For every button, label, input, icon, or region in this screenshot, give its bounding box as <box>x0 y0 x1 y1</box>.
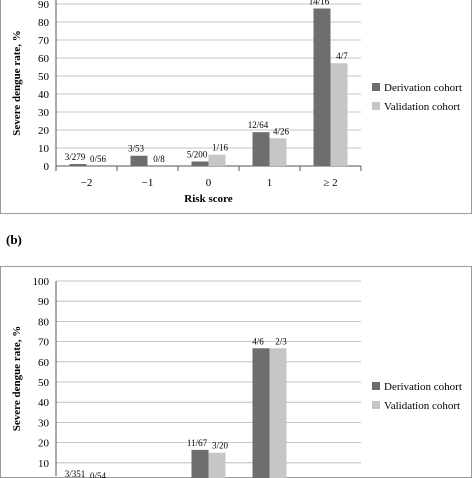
chart-a-x-tick-label: ≥ 2 <box>323 177 337 189</box>
chart-a-y-tick-label: 30 <box>38 107 50 119</box>
chart-a-legend-label: Validation cohort <box>384 101 460 113</box>
chart-b-y-tick-label: 80 <box>38 316 50 328</box>
chart-a-data-label: 1/16 <box>212 143 229 153</box>
chart-a-y-tick-label: 80 <box>38 17 50 29</box>
chart-a-y-axis-title: Severe dengue rate, % <box>11 30 23 136</box>
chart-a-y-tick-label: 40 <box>38 89 50 101</box>
chart-a-data-label: 0/56 <box>90 154 107 164</box>
chart-a-data-label: 0/8 <box>153 154 165 164</box>
chart-b-legend-swatch <box>372 401 380 409</box>
chart-a-y-tick-label: 60 <box>38 53 50 65</box>
chart-a-x-tick-label: 0 <box>206 177 212 189</box>
chart-a-bar <box>69 164 87 166</box>
chart-a-bar <box>313 8 331 166</box>
chart-b-y-tick-label: 10 <box>38 458 50 470</box>
chart-a-bar <box>269 138 287 166</box>
chart-b-legend-swatch <box>372 382 380 390</box>
chart-b-bar <box>269 348 287 478</box>
chart-b-legend-label: Derivation cohort <box>384 381 462 393</box>
chart-b-data-label: 0/54 <box>90 471 107 478</box>
chart-a-data-label: 3/279 <box>65 152 86 162</box>
chart-b-y-tick-label: 60 <box>38 357 50 369</box>
chart-b-legend-label: Validation cohort <box>384 400 460 412</box>
chart-b-y-tick-label: 40 <box>38 397 50 409</box>
chart-b-y-tick-label: 100 <box>33 276 50 288</box>
chart-b-bar <box>208 452 226 478</box>
chart-a-data-label: 4/7 <box>336 51 348 61</box>
chart-b-y-tick-label: 30 <box>38 417 50 429</box>
chart-a-data-label: 4/26 <box>273 126 290 136</box>
chart-a-bar <box>191 161 209 166</box>
chart-a-y-tick-label: 50 <box>38 71 50 83</box>
chart-b-y-tick-label: 20 <box>38 438 50 450</box>
chart-a-y-tick-label: 70 <box>38 35 50 47</box>
chart-b-bar <box>252 348 270 478</box>
chart-a-legend-swatch <box>372 83 380 91</box>
chart-a-data-label: 5/200 <box>187 150 208 160</box>
chart-a-data-label: 14/16 <box>309 0 330 7</box>
chart-b-data-label: 3/20 <box>212 441 229 451</box>
chart-a-y-tick-label: 10 <box>38 143 50 155</box>
chart-a-y-tick-label: 20 <box>38 125 50 137</box>
chart-b-data-label: 11/67 <box>187 438 208 448</box>
chart-a-y-tick-label: 90 <box>38 0 50 11</box>
chart-b-bar <box>191 449 209 478</box>
chart-a-bar <box>208 154 226 166</box>
chart-a-y-tick-label: 0 <box>44 161 50 173</box>
chart-a-bar <box>130 155 148 166</box>
panel-b-label: (b) <box>6 232 22 247</box>
chart-b-data-label: 4/6 <box>252 336 264 346</box>
chart-a-legend-label: Derivation cohort <box>384 82 462 94</box>
chart-a-bar <box>330 63 348 166</box>
chart-b-data-label: 2/3 <box>275 336 287 346</box>
chart-a-frame <box>0 0 472 214</box>
chart-b-y-tick-label: 50 <box>38 377 50 389</box>
chart-a-x-tick-label: 1 <box>267 177 273 189</box>
chart-a-data-label: 3/53 <box>128 144 145 154</box>
chart-a-x-tick-label: −1 <box>142 177 154 189</box>
chart-a-bar <box>252 132 270 166</box>
chart-a-x-axis-title: Risk score <box>184 193 232 205</box>
chart-a: 0 10 20 30 40 50 60 70 80 90 −2 3/279 0/56 −1 3/53 0/8 0… <box>11 0 462 205</box>
chart-b-y-axis-title: Severe dengue rate, % <box>11 326 23 432</box>
chart-b-y-tick-label: 70 <box>38 337 50 349</box>
chart-b-y-tick-label: 90 <box>38 296 50 308</box>
chart-a-data-label: 12/64 <box>248 120 269 130</box>
chart-a-x-tick-label: −2 <box>81 177 93 189</box>
chart-a-legend-swatch <box>372 102 380 110</box>
